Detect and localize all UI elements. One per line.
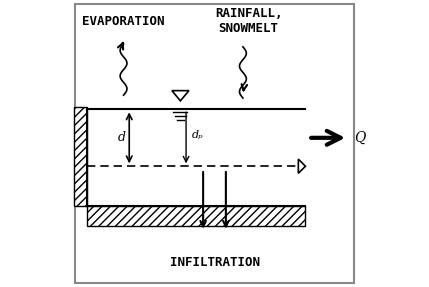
Text: Q: Q [354,131,365,145]
Text: dₚ: dₚ [192,130,203,140]
Text: INFILTRATION: INFILTRATION [169,256,260,269]
Text: d: d [118,131,126,144]
Text: RAINFALL,
SNOWMELT: RAINFALL, SNOWMELT [215,7,282,35]
Bar [87,206,305,226]
Text: EVAPORATION: EVAPORATION [82,15,165,28]
Polygon shape [172,91,189,101]
Polygon shape [298,159,305,173]
Bar [74,106,87,206]
